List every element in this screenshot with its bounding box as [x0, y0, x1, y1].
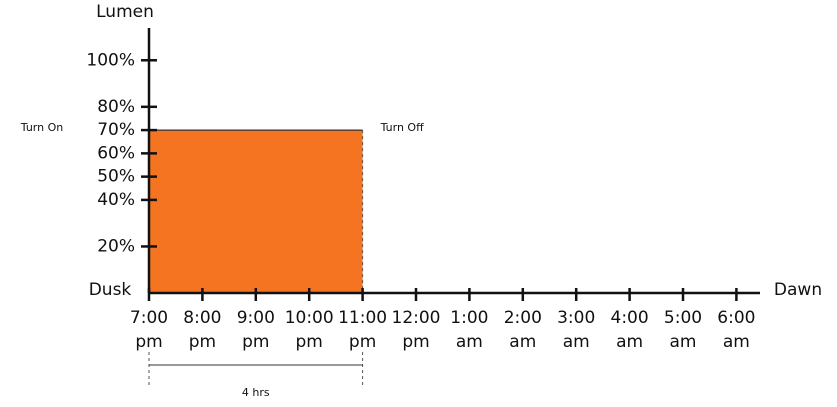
area	[149, 130, 363, 293]
x-tick-label: 8:00 pm	[183, 308, 222, 352]
y-tick-label: 50%	[97, 167, 135, 187]
x-tick-label: 7:00 pm	[129, 308, 169, 352]
x-tick-label: 11:00 pm	[338, 308, 388, 352]
y-axis-label: Lumen	[96, 2, 154, 22]
x-tick-label: 10:00 pm	[284, 308, 334, 352]
turn-off-label: Turn Off	[380, 121, 424, 134]
x-tick-label: 6:00 am	[717, 308, 756, 352]
turn-on-label: Turn On	[20, 121, 63, 134]
x-tick-label: 1:00 am	[450, 308, 489, 352]
end-label: Dawn	[774, 280, 822, 300]
duration-label: 4 hrs	[242, 386, 270, 399]
y-tick-label: 40%	[97, 190, 135, 210]
x-tick-label: 5:00 am	[663, 308, 703, 352]
x-tick-label: 2:00 am	[503, 308, 542, 352]
y-tick-label: 70%	[97, 120, 135, 140]
x-tick-label: 9:00 pm	[236, 308, 275, 352]
y-tick-label: 20%	[97, 236, 135, 256]
origin-label: Dusk	[89, 280, 132, 300]
x-tick-label: 4:00 am	[610, 308, 649, 352]
x-tick-label: 12:00 pm	[391, 308, 441, 352]
y-tick-label: 60%	[97, 143, 135, 163]
y-tick-label: 80%	[97, 97, 135, 117]
x-tick-label: 3:00 am	[557, 308, 596, 352]
y-tick-label: 100%	[86, 50, 135, 70]
